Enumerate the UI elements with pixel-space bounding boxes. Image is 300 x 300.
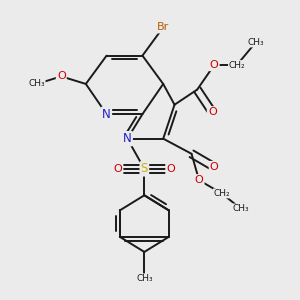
Text: CH₃: CH₃ [136,274,153,283]
Text: N: N [102,108,111,121]
Text: O: O [208,107,217,117]
Text: N: N [123,132,132,145]
Text: O: O [167,164,175,174]
Text: O: O [210,162,218,172]
Text: O: O [113,164,122,174]
Text: CH₃: CH₃ [28,80,45,88]
Text: Br: Br [157,22,169,32]
Text: O: O [57,71,66,81]
Text: O: O [210,60,218,70]
Text: CH₃: CH₃ [232,204,249,213]
Text: CH₂: CH₂ [229,61,245,70]
Text: S: S [141,162,148,176]
Text: CH₃: CH₃ [248,38,264,47]
Text: CH₂: CH₂ [213,189,230,198]
Text: O: O [195,175,203,185]
